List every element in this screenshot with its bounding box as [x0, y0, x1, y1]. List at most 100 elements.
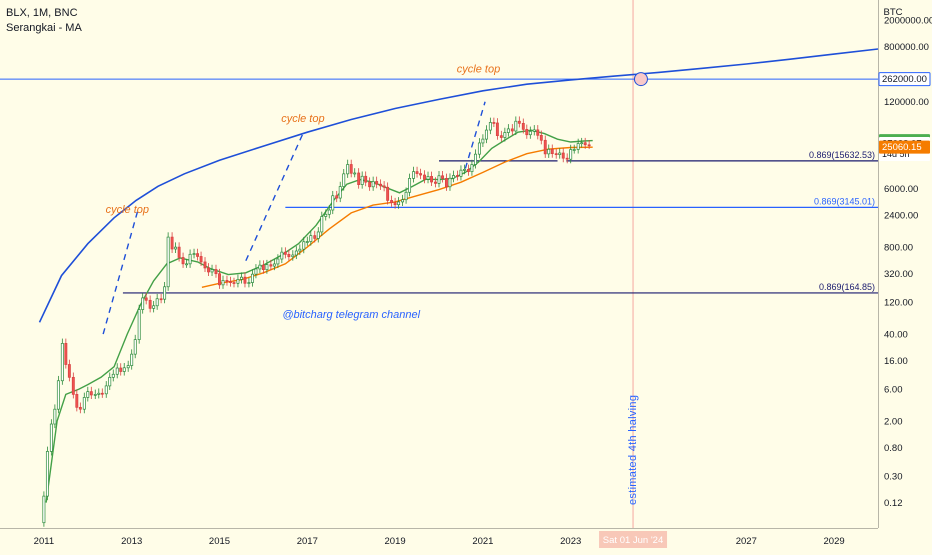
- candle-body: [338, 186, 342, 199]
- candle-body: [525, 129, 529, 136]
- candle-body: [137, 309, 141, 340]
- candle-body: [371, 181, 375, 188]
- candle-body: [466, 169, 470, 173]
- dashed-trend-line: [245, 133, 304, 262]
- candle-body: [477, 142, 481, 155]
- target-circle-marker: [633, 72, 648, 87]
- candle-body: [203, 261, 207, 269]
- candle-body: [495, 122, 499, 136]
- candle-body: [111, 373, 115, 378]
- candle-body: [368, 181, 372, 188]
- candle-body: [379, 183, 383, 187]
- y-tick-label: 0.80: [884, 443, 903, 454]
- candle-body: [488, 122, 492, 131]
- y-tick-label: 2.00: [884, 416, 903, 427]
- candle-body: [393, 202, 397, 206]
- candle-body: [463, 169, 466, 171]
- candle-body: [313, 235, 317, 239]
- candle-body: [576, 143, 580, 150]
- growth-curve: [38, 48, 879, 323]
- candle-body: [324, 213, 328, 217]
- candle-body: [181, 257, 185, 265]
- x-tick-label: 2021: [472, 536, 493, 547]
- x-tick-label: 2011: [34, 536, 54, 547]
- candle-body: [78, 406, 82, 410]
- symbol-title: BLX, 1M, BNC: [6, 7, 78, 19]
- candle-body: [397, 201, 401, 206]
- y-tick-label: 120000.00: [884, 97, 929, 108]
- y-tick-label: 16.00: [884, 356, 908, 367]
- candle-body: [320, 216, 324, 233]
- candle-body: [412, 171, 415, 179]
- candle-body: [56, 380, 60, 410]
- candle-body: [569, 149, 573, 160]
- candle-body: [583, 142, 587, 146]
- candle-body: [587, 144, 591, 147]
- candle-body: [514, 120, 518, 132]
- dashed-trend-line: [464, 101, 486, 169]
- candle-body: [240, 276, 243, 280]
- candle-body: [473, 153, 477, 165]
- candle-body: [346, 164, 350, 175]
- candle-body: [558, 152, 562, 155]
- candle-body: [499, 135, 503, 138]
- candle-body: [294, 250, 298, 256]
- candle-body: [75, 394, 79, 408]
- candle-body: [302, 241, 306, 250]
- y-tick-label: 0.30: [884, 472, 903, 483]
- price-badge-countdown: 14d 5h: [882, 149, 910, 159]
- candle-body: [506, 128, 510, 133]
- candle-body: [108, 376, 112, 387]
- candle-body: [104, 385, 108, 395]
- candle-body: [214, 269, 218, 275]
- price-badge-label: 25060.15: [882, 142, 922, 153]
- candle-body: [67, 364, 71, 378]
- x-tick-label: 2013: [121, 536, 142, 547]
- currency-label: BTC: [884, 7, 903, 18]
- candle-body: [199, 256, 203, 263]
- candle-body: [221, 280, 225, 286]
- candle-body: [272, 263, 276, 267]
- candle-body: [357, 172, 361, 185]
- candle-body: [148, 299, 152, 309]
- crosshair-date-badge: [599, 531, 668, 548]
- cycle-top-label: cycle top: [457, 63, 500, 75]
- candle-body: [305, 241, 309, 243]
- candle-body: [188, 253, 192, 265]
- telegram-channel-label: @bitcharg telegram channel: [282, 309, 420, 321]
- candle-body: [276, 258, 280, 265]
- candle-body: [196, 253, 199, 257]
- fib-level-label: 0.869(3145.01): [814, 196, 875, 206]
- candle-body: [382, 185, 386, 188]
- candle-body: [166, 236, 170, 288]
- candle-body: [430, 176, 433, 183]
- candle-body: [554, 153, 558, 156]
- candle-body: [532, 129, 536, 132]
- candle-body: [510, 128, 514, 132]
- y-tick-label: 320.00: [884, 269, 913, 280]
- candle-body: [331, 195, 335, 211]
- price-badge: [879, 140, 930, 154]
- candle-body: [580, 142, 584, 145]
- candle-body: [192, 253, 196, 255]
- y-tick-label: 0.12: [884, 498, 903, 509]
- x-tick-label: 2027: [736, 536, 757, 547]
- candle-body: [53, 408, 57, 425]
- cycle-top-label: cycle top: [106, 204, 149, 216]
- candle-body: [64, 343, 68, 365]
- candle-body: [572, 149, 576, 151]
- candle-body: [155, 298, 159, 307]
- indicator-label[interactable]: Serangkai - MA: [6, 22, 82, 34]
- candle-body: [521, 122, 525, 130]
- candle-body: [232, 282, 236, 284]
- crosshair-date-label: Sat 01 Jun '24: [603, 535, 663, 546]
- candle-body: [177, 246, 181, 258]
- candle-body: [401, 199, 405, 203]
- candle-body: [565, 157, 569, 160]
- candle-body: [60, 343, 64, 382]
- candle-body: [86, 391, 90, 398]
- candle-body: [49, 423, 53, 452]
